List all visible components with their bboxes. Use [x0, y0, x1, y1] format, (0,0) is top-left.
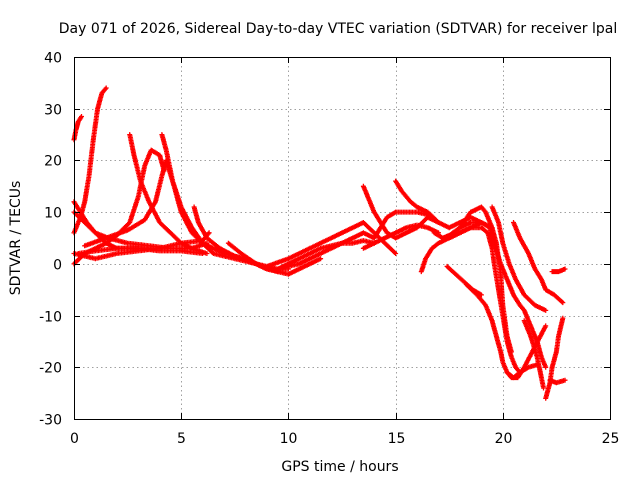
data-points	[444, 263, 484, 298]
series-sat-r	[393, 178, 484, 231]
y-tick-label: -10	[39, 310, 62, 326]
data-points	[547, 377, 568, 386]
data-points	[275, 238, 377, 272]
y-tick-label: -20	[39, 361, 62, 377]
data-points	[457, 220, 549, 370]
data-points	[521, 318, 546, 391]
data-points	[264, 220, 399, 269]
x-axis-label: GPS time / hours	[281, 459, 398, 475]
chart-title: Day 071 of 2026, Sidereal Day-to-day VTE…	[59, 21, 617, 37]
series-sat-f	[127, 132, 210, 256]
series-sat-o	[275, 238, 377, 272]
series-sat-n	[264, 220, 399, 269]
series-sat-a	[71, 114, 84, 143]
series-sat-x	[489, 204, 549, 313]
series-sat-s	[360, 222, 441, 251]
data-points	[360, 222, 441, 251]
series-sat-v	[446, 225, 523, 375]
axis-ticks: 0 5 10 15 20 25 -30 -20 -10 0 10 20 30 40	[39, 51, 619, 448]
data-points	[549, 266, 568, 275]
y-axis-label: SDTVAR / TECUs	[8, 181, 24, 296]
y-tick-label: 20	[44, 154, 62, 170]
y-tick-label: 40	[44, 51, 62, 67]
data-points	[504, 362, 540, 381]
data-points	[489, 204, 549, 313]
data-series	[71, 85, 568, 401]
x-tick-label: 25	[602, 431, 620, 447]
series-sat-h	[75, 245, 206, 256]
x-tick-label: 20	[495, 431, 513, 447]
data-points	[446, 225, 523, 375]
series-sat-af	[504, 362, 540, 381]
series-sat-y	[511, 220, 566, 306]
x-tick-label: 10	[280, 431, 298, 447]
series-sat-aa	[444, 263, 484, 298]
plot-frame	[74, 57, 611, 420]
x-tick-label: 15	[388, 431, 406, 447]
series-sat-ab	[521, 318, 546, 391]
series-sat-w	[457, 220, 549, 370]
data-points	[75, 245, 206, 256]
data-points	[393, 178, 484, 231]
y-tick-label: -30	[39, 413, 62, 429]
y-tick-label: 30	[44, 103, 62, 119]
data-points	[511, 220, 566, 306]
x-tick-label: 0	[70, 431, 79, 447]
data-points	[71, 114, 84, 143]
series-sat-ad	[549, 266, 568, 275]
data-points	[127, 132, 210, 256]
y-tick-label: 0	[53, 258, 62, 274]
x-tick-label: 5	[177, 431, 186, 447]
series-sat-ae	[547, 377, 568, 386]
y-tick-label: 10	[44, 206, 62, 222]
